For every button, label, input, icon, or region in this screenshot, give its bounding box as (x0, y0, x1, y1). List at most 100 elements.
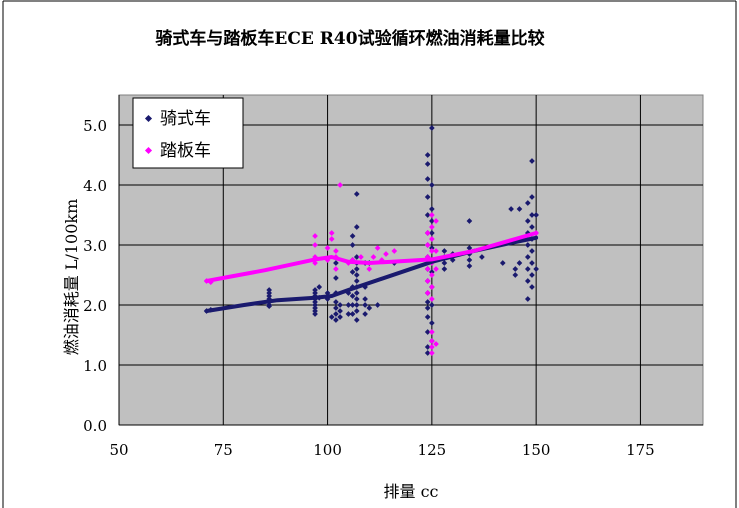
scatter-point-series-1 (424, 344, 431, 350)
scatter-point-series-1 (529, 158, 535, 164)
scatter-point-series-2 (370, 254, 377, 260)
scatter-point-series-1 (424, 212, 431, 218)
scatter-point-series-1 (333, 299, 339, 305)
scatter-point-series-1 (345, 302, 352, 308)
scatter-point-series-1 (479, 254, 485, 260)
legend-marker-series-2 (144, 146, 153, 155)
scatter-point-series-1 (524, 200, 531, 206)
legend-box (132, 97, 244, 169)
scatter-point-series-1 (349, 269, 356, 275)
scatter-point-series-2 (337, 182, 343, 188)
scatter-point-series-1 (524, 254, 531, 260)
scatter-point-series-1 (524, 296, 531, 302)
scatter-point-series-2 (429, 350, 435, 356)
scatter-point-series-1 (312, 287, 318, 293)
scatter-point-series-2 (429, 248, 435, 254)
scatter-point-series-1 (512, 266, 519, 272)
trend-line-series-2 (204, 231, 539, 283)
scatter-point-series-2 (328, 236, 335, 242)
scatter-point-series-2 (424, 266, 431, 272)
scatter-point-series-1 (353, 278, 360, 284)
scatter-point-series-1 (441, 248, 448, 254)
scatter-point-series-2 (312, 242, 318, 248)
x-tick-label: 150 (522, 441, 551, 459)
legend: 骑式车 踏板车 (132, 97, 244, 169)
scatter-point-series-1 (353, 191, 360, 197)
x-tick-label: 75 (214, 441, 233, 459)
scatter-point-series-1 (429, 206, 435, 212)
legend-label-series-1: 骑式车 (160, 109, 211, 129)
scatter-point-series-2 (433, 218, 439, 224)
scatter-point-series-1 (349, 242, 356, 248)
scatter-point-series-1 (312, 308, 318, 314)
scatter-point-series-1 (466, 263, 473, 269)
scatter-point-series-1 (512, 272, 519, 278)
scatter-point-series-2 (324, 245, 331, 251)
scatter-point-series-1 (353, 308, 360, 314)
scatter-point-series-2 (366, 266, 373, 272)
scatter-point-series-1 (441, 266, 448, 272)
scatter-point-series-1 (337, 308, 343, 314)
scatter-point-series-1 (328, 314, 335, 320)
scatter-point-series-1 (353, 254, 360, 260)
legend-label-series-2: 踏板车 (160, 141, 211, 161)
scatter-point-series-1 (333, 275, 339, 281)
scatter-point-series-1 (333, 311, 339, 317)
scatter-point-series-1 (524, 242, 531, 248)
trend-lines (204, 231, 539, 313)
scatter-point-series-1 (529, 272, 535, 278)
scatter-point-series-2 (429, 329, 435, 335)
scatter-point-series-1 (424, 194, 431, 200)
x-tick-label: 100 (313, 441, 342, 459)
x-tick-label: 50 (109, 441, 128, 459)
scatter-point-series-1 (312, 305, 318, 311)
scatter-point-series-1 (424, 314, 431, 320)
scatter-point-series-1 (312, 290, 318, 296)
scatter-point-series-1 (266, 290, 272, 296)
scatter-point-series-1 (429, 245, 435, 251)
scatter-point-series-1 (353, 296, 360, 302)
scatter-point-series-1 (533, 212, 539, 218)
scatter-point-series-1 (466, 257, 473, 263)
scatter-point-series-2 (433, 341, 439, 347)
scatter-point-series-1 (345, 311, 352, 317)
scatter-point-series-1 (524, 266, 531, 272)
scatter-point-series-1 (424, 152, 431, 158)
scatter-point-series-2 (424, 290, 431, 296)
scatter-point-series-2 (429, 272, 435, 278)
scatter-point-series-2 (358, 254, 364, 260)
scatter-point-series-1 (349, 293, 356, 299)
scatter-point-series-1 (424, 305, 431, 311)
scatter-point-series-1 (429, 230, 435, 236)
scatter-point-series-1 (353, 224, 360, 230)
scatter-point-series-2 (424, 278, 431, 284)
scatter-point-series-1 (524, 278, 531, 284)
scatter-point-series-1 (429, 182, 435, 188)
scatter-point-series-1 (353, 266, 360, 272)
scatter-point-series-2 (383, 251, 389, 257)
y-tick-label: 4.0 (83, 177, 107, 195)
x-axis-tick-labels: 50 75 100 125 150 175 (109, 441, 654, 459)
scatter-point-series-1 (429, 125, 435, 131)
scatter-point-series-2 (333, 248, 339, 254)
scatter-point-series-2 (391, 248, 398, 254)
scatter-point-series-1 (312, 299, 318, 305)
scatter-point-series-1 (516, 260, 523, 266)
scatter-point-series-1 (353, 290, 360, 296)
scatter-point-series-1 (337, 314, 343, 320)
scatter-point-series-1 (312, 311, 318, 317)
scatter-point-series-2 (433, 248, 439, 254)
scatter-point-series-1 (353, 302, 360, 308)
y-tick-label: 1.0 (83, 357, 107, 375)
scatter-point-series-1 (266, 303, 272, 310)
scatter-point-series-1 (466, 245, 473, 251)
scatter-point-series-1 (429, 320, 435, 326)
scatter-point-series-1 (374, 302, 381, 308)
scatter-point-series-1 (362, 302, 368, 308)
scatter-point-series-2 (429, 236, 435, 242)
scatter-point-series-1 (333, 305, 339, 311)
y-tick-label: 5.0 (83, 117, 107, 135)
scatter-point-series-1 (366, 305, 373, 311)
scatter-point-series-1 (524, 218, 531, 224)
